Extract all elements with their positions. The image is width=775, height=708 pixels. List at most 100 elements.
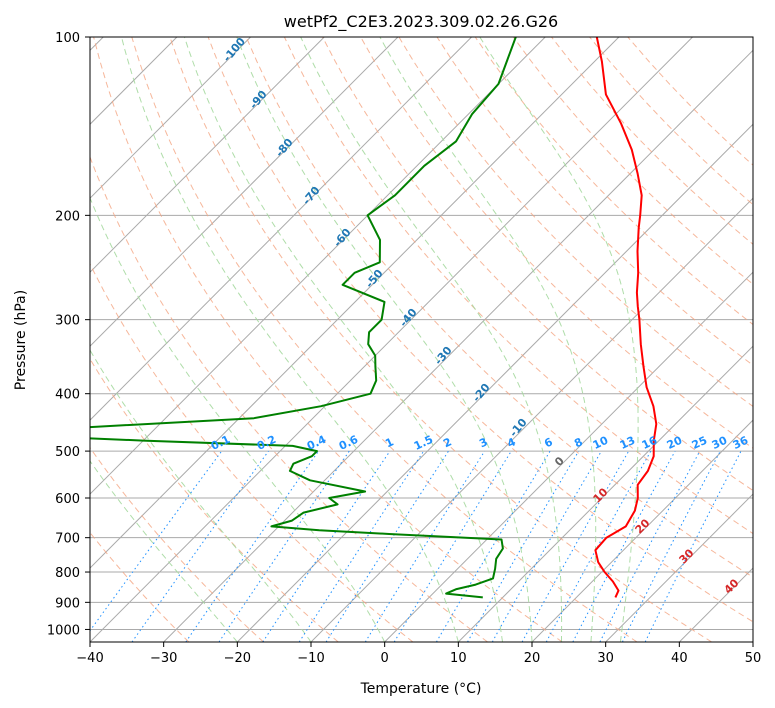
isotherm-line <box>90 37 472 421</box>
dewpoint-line <box>90 37 517 599</box>
mixing-ratio-line <box>298 450 425 642</box>
mixing-ratio-line <box>521 450 630 642</box>
dry-adiabat-line <box>551 37 753 245</box>
dry-adiabat-label: -80 <box>273 136 296 160</box>
isotherm-line <box>531 419 753 642</box>
x-tick-label: 10 <box>450 651 467 666</box>
dry-adiabat-line <box>131 37 638 642</box>
mixing-ratio-line <box>435 450 551 642</box>
isotherm-line <box>163 49 753 642</box>
isotherm-line <box>678 567 753 642</box>
mixing-ratio-label: 13 <box>618 434 637 452</box>
x-tick-label: −40 <box>76 651 103 666</box>
moist-adiabat-line <box>90 460 238 642</box>
plot-frame <box>89 36 754 643</box>
x-tick-label: −20 <box>224 651 251 666</box>
isotherm-line <box>457 345 753 642</box>
dry-adiabat-line <box>207 37 753 623</box>
mixing-ratio-line <box>467 450 580 642</box>
isotherm-line <box>90 37 693 642</box>
dry-adiabat-line <box>245 37 753 578</box>
mixing-ratio-line <box>545 450 652 642</box>
x-tick-label: 0 <box>381 651 389 666</box>
mixing-ratio-label: 20 <box>665 434 685 452</box>
dry-adiabat-line <box>283 37 753 535</box>
moist-adiabat-line <box>90 349 312 642</box>
dry-adiabat-line <box>436 37 753 366</box>
x-tick-label: 50 <box>745 651 762 666</box>
background-lines <box>90 37 753 642</box>
x-tick-label: −10 <box>297 651 324 666</box>
dry-adiabat-line <box>93 37 563 642</box>
moist-adiabat-line <box>183 37 503 642</box>
mixing-ratio-label: 6 <box>542 435 555 450</box>
dry-adiabat-line <box>90 446 264 642</box>
x-axis: −40 −30 −20 −10 0 10 20 30 40 50 <box>76 642 761 666</box>
mixing-ratio-line <box>131 450 269 642</box>
x-tick-label: 30 <box>597 651 614 666</box>
dry-adiabat-label: -100 <box>220 35 248 65</box>
moist-adiabat-line <box>300 37 563 642</box>
mixing-ratio-label: 10 <box>591 434 611 452</box>
y-tick-label: 300 <box>55 314 80 329</box>
isotherm-line <box>90 37 399 347</box>
dry-adiabat-label: -60 <box>331 226 354 250</box>
moist-adiabat-line <box>479 37 639 642</box>
mixing-ratio-line <box>218 450 350 642</box>
mixing-ratio-label: 3 <box>477 435 489 450</box>
isotherm-line <box>90 37 546 495</box>
series-group <box>90 37 658 599</box>
mixing-ratio-line <box>90 450 223 632</box>
x-tick-label: 20 <box>524 651 541 666</box>
y-tick-label: 700 <box>55 532 80 547</box>
y-tick-label: 100 <box>55 31 80 46</box>
y-tick-label: 800 <box>55 566 80 581</box>
mixing-ratio-line <box>572 450 676 642</box>
moist-adiabat-line <box>379 37 597 642</box>
mixing-ratio-line <box>393 450 512 642</box>
moist-adiabat-label: 20 <box>633 516 653 536</box>
y-tick-label: 1000 <box>47 623 80 638</box>
mixing-ratio-label: 25 <box>690 434 709 452</box>
mixing-ratio-line <box>364 450 486 642</box>
moist-adiabat-line <box>236 37 533 642</box>
isotherm-line <box>90 37 325 273</box>
moist-adiabat-label: 30 <box>677 546 697 566</box>
mixing-ratio-line <box>491 450 602 642</box>
dry-adiabat-label: -90 <box>247 88 270 112</box>
mixing-ratio-line <box>599 450 701 642</box>
dry-adiabat-line <box>90 262 414 642</box>
dry-adiabat-line <box>512 37 753 285</box>
x-tick-label: −30 <box>150 651 177 666</box>
y-tick-label: 600 <box>55 492 80 507</box>
dry-adiabat-label: -30 <box>432 344 455 368</box>
x-axis-label: Temperature (°C) <box>360 681 482 697</box>
y-tick-label: 400 <box>55 388 80 403</box>
mixing-ratio-label: 0.1 <box>209 433 232 453</box>
isotherm-line <box>90 37 251 199</box>
y-tick-label: 200 <box>55 209 80 224</box>
y-tick-label: 900 <box>55 596 80 611</box>
y-axis-label: Pressure (hPa) <box>13 290 29 390</box>
moist-adiabat-line <box>121 37 459 642</box>
mixing-ratio-line <box>262 450 391 642</box>
mixing-ratio-label: 1.5 <box>412 433 435 453</box>
dry-adiabat-line <box>90 155 488 642</box>
temperature-line <box>594 37 658 598</box>
moist-adiabat-line <box>90 196 386 642</box>
mixing-ratio-label: 16 <box>640 434 660 452</box>
moist-adiabat-label: 40 <box>722 576 742 596</box>
mixing-ratio-label: 36 <box>731 434 751 452</box>
dry-adiabat-line <box>322 37 753 492</box>
x-tick-label: 40 <box>671 651 688 666</box>
dry-adiabat-label: -20 <box>470 381 493 405</box>
chart-title: wetPf2_C2E3.2023.309.02.26.G26 <box>284 12 558 32</box>
dry-adiabat-line <box>90 357 339 642</box>
dry-adiabat-label: -70 <box>300 184 323 208</box>
y-tick-label: 500 <box>55 445 80 460</box>
mixing-ratio-line <box>325 450 449 642</box>
isotherm-line <box>752 641 753 642</box>
mixing-ratio-label: 0.6 <box>337 433 360 453</box>
